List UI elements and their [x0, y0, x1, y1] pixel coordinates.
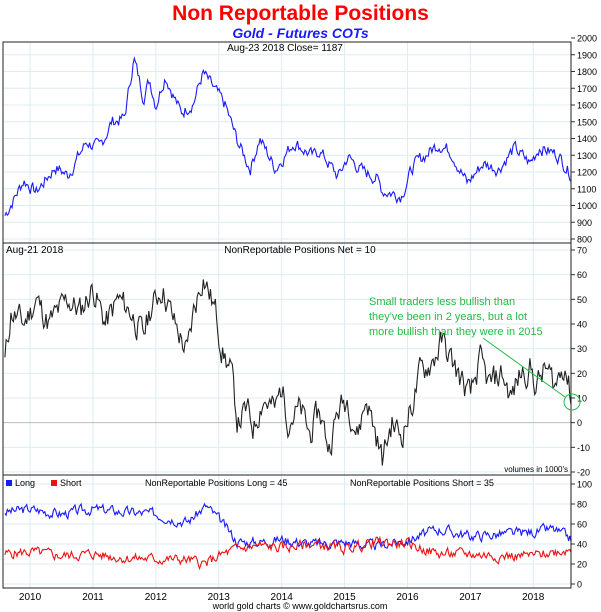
- x-tick-label: 2018: [522, 592, 545, 603]
- y-tick-label: 0: [577, 418, 582, 428]
- y-tick-label: -10: [577, 443, 590, 453]
- y-tick-label: 20: [577, 560, 587, 570]
- price-line: [4, 56, 572, 217]
- long-panel-label: NonReportable Positions Long = 45: [145, 478, 287, 488]
- gridlines: [3, 42, 571, 588]
- y-tick-label: 1500: [577, 117, 597, 127]
- y-tick-label: 1600: [577, 101, 597, 111]
- panel-frame: [2, 41, 572, 244]
- y-tick-label: 1900: [577, 50, 597, 60]
- legend-short-swatch: [51, 480, 57, 486]
- y-tick-label: 50: [577, 295, 587, 305]
- annotation-line-2: they've been in 2 years, but a lot: [369, 311, 527, 323]
- y-tick-label: 800: [577, 235, 592, 245]
- volumes-note: volumes in 1000's: [504, 465, 568, 474]
- y-tick-label: 20: [577, 369, 587, 379]
- y-tick-label: 1000: [577, 201, 597, 211]
- legend-long-label: Long: [15, 478, 35, 488]
- annotation-arrow: [482, 337, 566, 398]
- chart-title: Non Reportable Positions: [172, 2, 429, 25]
- panel-frame: [2, 242, 572, 476]
- y-tick-label: 1700: [577, 84, 597, 94]
- x-tick-label: 2015: [333, 592, 356, 603]
- x-tick-label: 2013: [208, 592, 231, 603]
- y-tick-label: 0: [577, 580, 582, 590]
- annotation-circle: [563, 393, 581, 411]
- y-tick-label: 40: [577, 320, 587, 330]
- x-tick-label: 2017: [459, 592, 482, 603]
- y-tick-label: 70: [577, 246, 587, 256]
- y-tick-label: 1300: [577, 151, 597, 161]
- x-tick-label: 2014: [271, 592, 294, 603]
- x-tick-label: 2011: [82, 592, 104, 603]
- long-positions-line: [4, 502, 572, 551]
- price-panel-label: Aug-23 2018 Close= 1187: [227, 43, 343, 54]
- net-panel-label: NonReportable Positions Net = 10: [224, 245, 376, 256]
- y-tick-label: -20: [577, 468, 590, 478]
- legend-short-label: Short: [60, 478, 82, 488]
- y-tick-label: 1100: [577, 184, 596, 194]
- annotation-line-1: Small traders less bullish than: [369, 296, 515, 308]
- x-tick-label: 2010: [19, 592, 42, 603]
- short-panel-label: NonReportable Positions Short = 35: [350, 478, 494, 488]
- annotation-line-3: more bullish than they were in 2015: [369, 326, 543, 338]
- y-tick-label: 30: [577, 344, 587, 354]
- footer-credit: world gold charts © www.goldchartsrus.co…: [212, 601, 388, 611]
- short-positions-line: [4, 535, 572, 571]
- axes: 2010 2011 2012 2013 2014 2015 2016 2017 20188009…: [2, 34, 597, 603]
- legend-long-swatch: [6, 480, 12, 486]
- chart-subtitle: Gold - Futures COTs: [232, 25, 369, 41]
- y-tick-label: 100: [577, 480, 592, 490]
- y-tick-label: 60: [577, 270, 587, 280]
- y-tick-label: 60: [577, 520, 587, 530]
- y-tick-label: 1800: [577, 67, 597, 77]
- y-tick-label: 80: [577, 500, 587, 510]
- y-tick-label: 40: [577, 540, 587, 550]
- y-tick-label: 1400: [577, 134, 597, 144]
- x-tick-label: 2012: [145, 592, 168, 603]
- x-tick-label: 2016: [396, 592, 419, 603]
- net-date-label: Aug-21 2018: [6, 245, 64, 256]
- y-tick-label: 10: [577, 394, 587, 404]
- net-positions-line: [4, 279, 572, 466]
- y-tick-label: 1200: [577, 168, 597, 178]
- series-lines: [4, 56, 572, 571]
- panel-frame: [2, 474, 572, 589]
- y-tick-label: 900: [577, 218, 592, 228]
- y-tick-label: 2000: [577, 34, 597, 44]
